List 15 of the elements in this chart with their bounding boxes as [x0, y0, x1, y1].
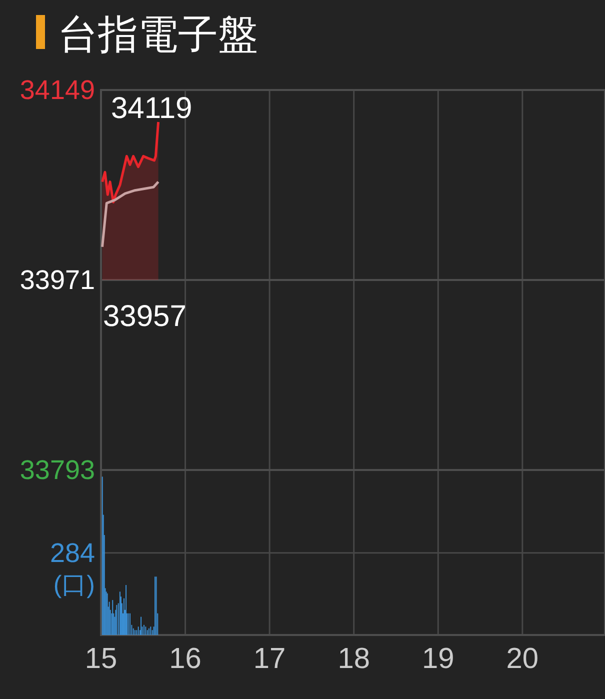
x-tick-label: 15 — [84, 643, 118, 675]
y-tick-label: 33971 — [20, 265, 95, 295]
x-tick-label: 19 — [422, 643, 454, 675]
y-tick-label: 284 — [50, 538, 95, 568]
annotation: 33957 — [103, 300, 186, 333]
x-tick-label: 17 — [253, 643, 286, 675]
annotation: 34119 — [111, 92, 192, 125]
x-tick-label: 16 — [169, 643, 202, 675]
y-tick-label: 34149 — [20, 75, 95, 105]
y-tick-label: 33793 — [20, 455, 95, 485]
chart-title: 台指電子盤 — [58, 13, 258, 57]
line-series — [101, 180, 160, 248]
y-axis-title: (口) — [53, 570, 95, 599]
x-tick-label: 20 — [506, 643, 539, 675]
x-tick-label: 18 — [338, 643, 370, 675]
